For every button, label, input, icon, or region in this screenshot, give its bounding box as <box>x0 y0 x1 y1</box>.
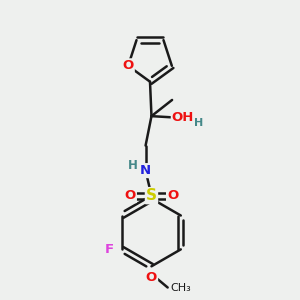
Text: O: O <box>167 189 178 202</box>
Text: O: O <box>146 271 157 284</box>
Text: N: N <box>140 164 151 177</box>
Text: H: H <box>194 118 203 128</box>
Text: F: F <box>105 243 114 256</box>
Text: O: O <box>122 59 134 72</box>
Text: H: H <box>128 159 138 172</box>
Text: CH₃: CH₃ <box>170 283 191 292</box>
Text: S: S <box>146 188 157 203</box>
Text: O: O <box>124 189 136 202</box>
Text: OH: OH <box>172 111 194 124</box>
